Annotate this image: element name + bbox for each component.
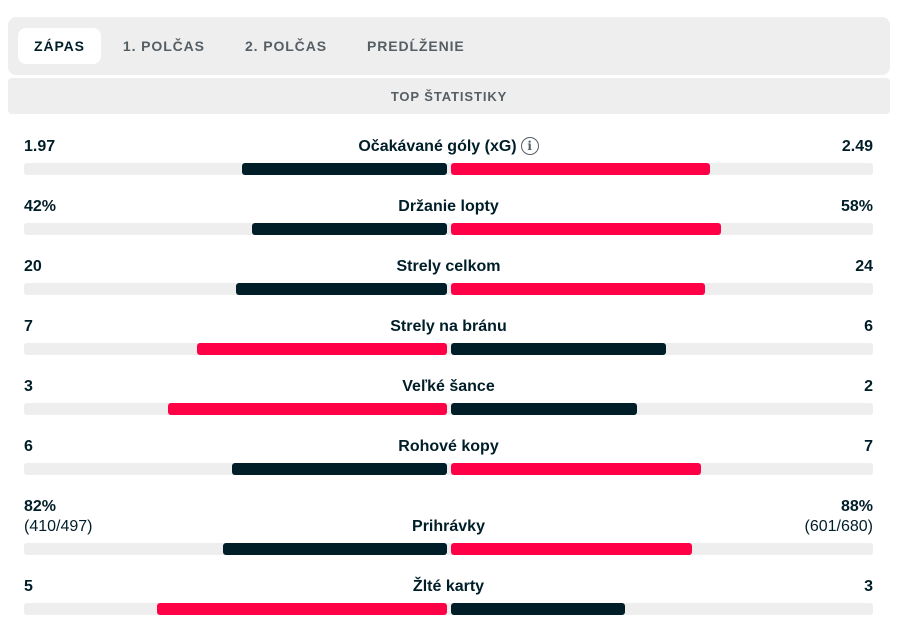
home-value: 42% xyxy=(24,198,57,215)
home-bar xyxy=(235,283,447,295)
away-value: 2 xyxy=(864,378,873,395)
away-value: 3 xyxy=(864,578,873,595)
stat-bar-track xyxy=(24,163,873,175)
stat-bar-track xyxy=(24,283,873,295)
away-bar xyxy=(450,223,721,235)
away-value: 24 xyxy=(855,258,873,275)
home-value: 5 xyxy=(24,578,33,595)
tab-extra-time[interactable]: PREDĹŽENIE xyxy=(366,38,465,54)
stat-bar-track xyxy=(24,603,873,615)
away-bar xyxy=(450,163,710,175)
stat-label: Rohové kopy xyxy=(398,438,499,455)
home-value: 7 xyxy=(24,318,33,335)
stat-label: Strely na bránu xyxy=(390,318,507,335)
tab-second-half[interactable]: 2. POLČAS xyxy=(244,38,327,54)
stat-row-big-chances: 3 Veľké šance 2 xyxy=(24,377,873,415)
section-title: TOP ŠTATISTIKY xyxy=(8,78,890,114)
home-bar xyxy=(196,343,447,355)
stat-bar-track xyxy=(24,223,873,235)
stat-label: Očakávané góly (xG) i xyxy=(24,137,873,157)
tab-match[interactable]: ZÁPAS xyxy=(18,28,101,64)
home-bar xyxy=(241,163,447,175)
away-value-detail: (601/680) xyxy=(804,518,874,535)
period-tabs: ZÁPAS 1. POLČAS 2. POLČAS PREDĹŽENIE xyxy=(8,17,890,75)
home-value: 20 xyxy=(24,258,42,275)
away-value: 7 xyxy=(864,438,873,455)
stat-label: Držanie lopty xyxy=(398,198,499,215)
away-value: 6 xyxy=(864,318,873,335)
home-value: 6 xyxy=(24,438,33,455)
stat-row-yellow-cards: 5 Žlté karty 3 xyxy=(24,577,873,615)
away-value: 58% xyxy=(840,198,873,215)
away-bar xyxy=(450,463,701,475)
away-bar xyxy=(450,283,705,295)
home-bar xyxy=(222,543,447,555)
stat-row-possession: 42% Držanie lopty 58% xyxy=(24,197,873,235)
stat-label-text: Očakávané góly (xG) xyxy=(358,138,517,155)
home-bar xyxy=(167,403,447,415)
away-value: 88% xyxy=(840,498,873,515)
stat-label: Prihrávky xyxy=(412,518,485,535)
info-icon[interactable]: i xyxy=(520,137,539,155)
stat-row-total-shots: 20 Strely celkom 24 xyxy=(24,257,873,295)
stat-row-expected-goals: 1.97 Očakávané góly (xG) i 2.49 xyxy=(24,137,873,175)
stat-bar-track xyxy=(24,403,873,415)
away-bar xyxy=(450,343,666,355)
tab-first-half[interactable]: 1. POLČAS xyxy=(122,38,205,54)
away-bar xyxy=(450,543,692,555)
away-bar xyxy=(450,603,625,615)
away-value: 2.49 xyxy=(841,138,873,155)
stat-label: Strely celkom xyxy=(396,258,501,275)
stat-row-corners: 6 Rohové kopy 7 xyxy=(24,437,873,475)
home-value: 1.97 xyxy=(24,138,56,155)
away-bar xyxy=(450,403,637,415)
stat-bar-track xyxy=(24,343,873,355)
home-value: 82% xyxy=(24,498,57,515)
stat-row-shots-on-target: 7 Strely na bránu 6 xyxy=(24,317,873,355)
stat-bar-track xyxy=(24,463,873,475)
home-value: 3 xyxy=(24,378,33,395)
home-bar xyxy=(231,463,447,475)
stat-bar-track xyxy=(24,543,873,555)
home-bar xyxy=(251,223,447,235)
home-value-detail: (410/497) xyxy=(24,518,93,535)
home-bar xyxy=(156,603,447,615)
stat-row-passes: 82% (410/497) Prihrávky 88% (601/680) xyxy=(24,497,874,555)
stat-label: Žlté karty xyxy=(412,578,485,595)
stat-label: Veľké šance xyxy=(402,378,495,395)
